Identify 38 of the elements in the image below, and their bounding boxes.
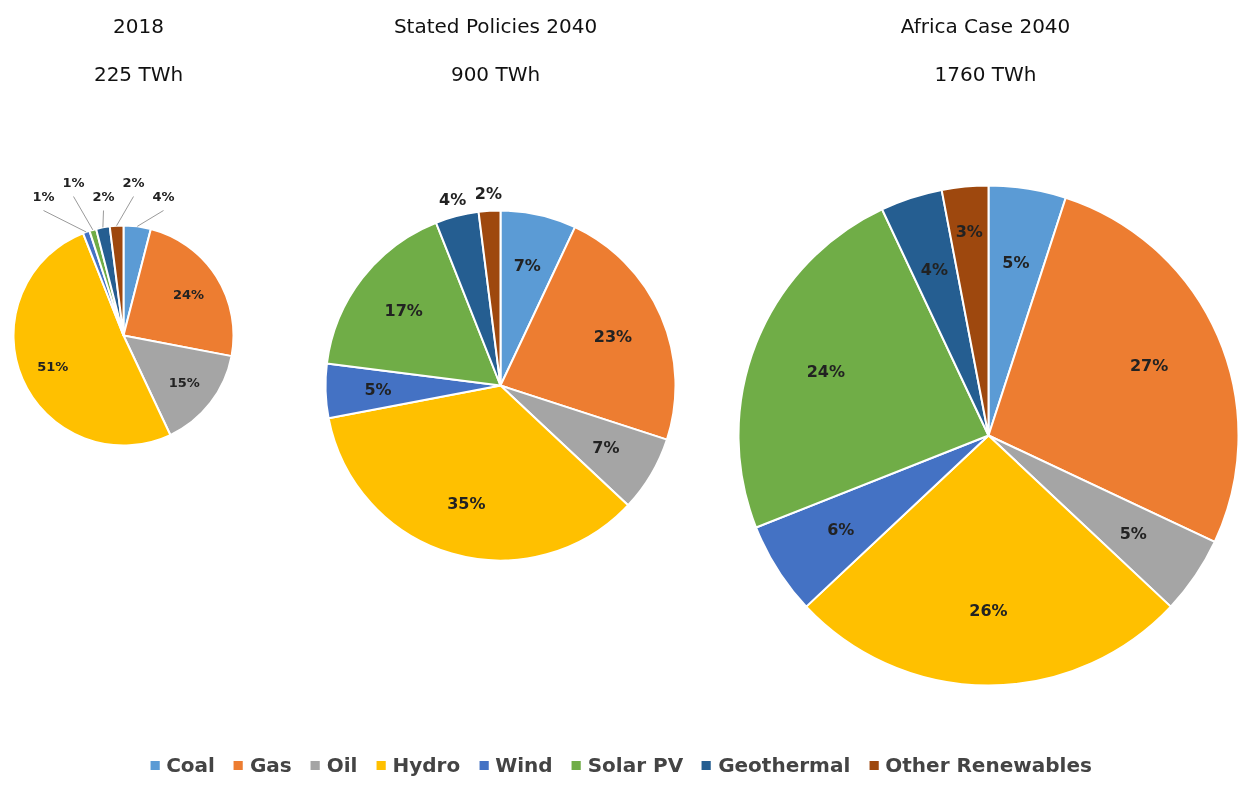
chart-subtitle: 225 TWh <box>93 61 184 86</box>
data-label: 27% <box>1129 356 1169 376</box>
data-label: 26% <box>969 601 1008 620</box>
data-label: 2% <box>122 174 145 190</box>
data-label: 51% <box>37 358 69 374</box>
data-label: 1% <box>32 188 55 204</box>
data-label: 4% <box>920 259 949 279</box>
data-label: 35% <box>447 493 486 513</box>
data-label: 7% <box>513 256 541 276</box>
data-label: 1% <box>62 174 85 190</box>
data-label: 5% <box>1119 524 1147 544</box>
chart-title: Africa Case 2040 <box>900 13 1071 38</box>
data-label: 24% <box>172 286 205 302</box>
legend-label: Geothermal <box>718 753 851 777</box>
data-label: 4% <box>439 189 467 209</box>
data-label: 2% <box>474 183 502 203</box>
legend-label: Solar PV <box>587 753 684 777</box>
chart-subtitle: 1760 TWh <box>934 61 1037 86</box>
data-label: 17% <box>384 300 423 320</box>
data-label: 3% <box>955 221 983 241</box>
data-label: 23% <box>593 327 633 347</box>
legend-label: Coal <box>166 753 215 777</box>
data-label: 15% <box>168 375 200 391</box>
legend-label: Other Renewables <box>885 753 1092 777</box>
legend-label: Hydro <box>392 753 461 777</box>
legend-label: Wind <box>495 753 553 777</box>
legend-label: Oil <box>326 753 358 777</box>
data-label: 2% <box>92 188 115 204</box>
data-label: 5% <box>364 379 392 399</box>
chart-title: Stated Policies 2040 <box>393 13 598 38</box>
data-label: 6% <box>827 519 855 539</box>
chart-subtitle: 900 TWh <box>450 61 541 86</box>
data-label: 24% <box>806 361 845 381</box>
legend-label: Gas <box>249 753 292 777</box>
data-label: 4% <box>152 188 175 204</box>
data-label: 7% <box>592 438 620 458</box>
chart-title: 2018 <box>113 13 164 38</box>
data-label: 5% <box>1002 253 1030 273</box>
